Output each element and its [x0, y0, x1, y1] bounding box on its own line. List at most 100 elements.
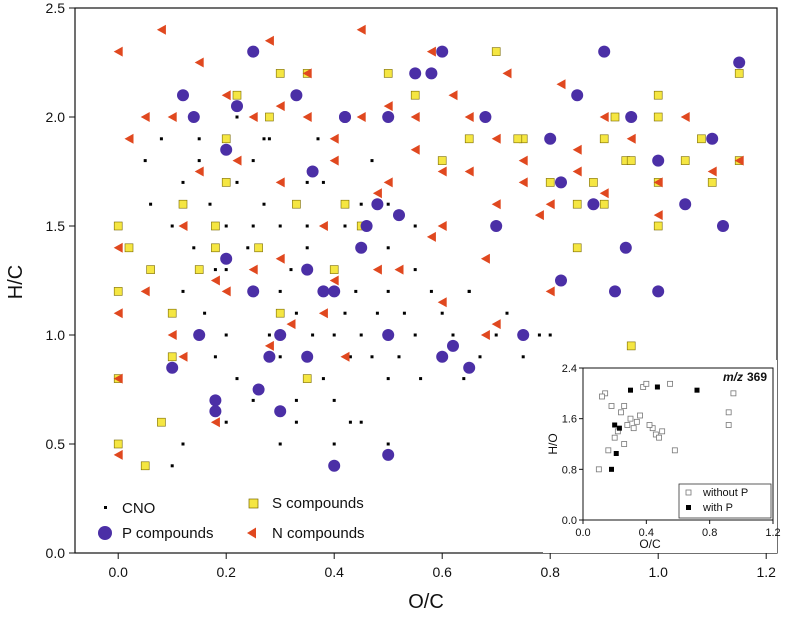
cno-point	[343, 224, 347, 228]
p-compound-point	[263, 350, 276, 363]
cno-point	[397, 355, 401, 359]
inset-with-p-point	[628, 387, 633, 393]
inset-without-p-point	[640, 384, 647, 390]
inset-without-p-point	[621, 441, 628, 447]
s-compound-point	[572, 243, 582, 253]
cno-point	[478, 355, 482, 359]
main-y-tick-label: 0.5	[46, 436, 66, 452]
n-compound-point	[653, 177, 663, 188]
cno-point	[462, 377, 466, 381]
main-x-tick-label: 1.2	[756, 564, 776, 580]
p-compound-point	[301, 263, 314, 276]
p-compound-point	[652, 285, 665, 298]
inset-without-p-point	[730, 390, 737, 397]
n-compound-point	[232, 155, 242, 166]
cno-point	[213, 355, 217, 359]
legend-label-s-compounds: S compounds	[272, 495, 364, 512]
n-compound-point	[275, 253, 285, 264]
cno-point	[440, 311, 444, 315]
cno-point	[429, 289, 433, 293]
n-compound-point	[545, 286, 555, 297]
cno-point	[305, 246, 309, 250]
inset-legend-label-without-p: without P	[702, 487, 748, 499]
inset-y-tick-label: 0.0	[562, 515, 577, 527]
inset-with-p-point	[613, 451, 619, 456]
inset-y-tick-label: 0.8	[562, 464, 577, 476]
p-compound-point	[301, 350, 314, 363]
n-compound-point	[410, 144, 420, 155]
s-compound-point	[113, 287, 123, 296]
inset-without-p-point	[621, 403, 628, 409]
n-compound-point	[653, 210, 663, 221]
n-compound-point	[599, 188, 609, 199]
p-compound-point	[490, 220, 503, 232]
cno-point	[413, 268, 417, 272]
p-compound-point	[328, 285, 341, 298]
inset-without-p-point	[618, 409, 624, 416]
s-compound-point	[194, 265, 204, 274]
cno-point	[359, 333, 363, 337]
cno-point	[386, 246, 390, 250]
cno-point	[143, 159, 147, 163]
inset-plot-marks	[595, 380, 737, 473]
main-axis-ticks: 0.0 0.2 0.4 0.6 0.8 1.0 1.2 0.0 0.5 1.0 1.5 2.0 2.5	[46, 0, 777, 580]
n-compound-point	[318, 308, 328, 319]
p-compound-point	[679, 198, 692, 211]
n-compound-point	[437, 297, 447, 308]
n-compound-point	[707, 166, 717, 177]
p-compound-point	[571, 89, 584, 102]
inset-with-p-point	[612, 422, 618, 428]
s-compound-point	[124, 243, 134, 253]
s-compound-point	[513, 134, 523, 144]
cno-point	[332, 333, 336, 337]
n-compound-point	[464, 166, 474, 177]
cno-point	[197, 159, 201, 163]
n-compound-point	[599, 112, 609, 122]
p-compound-point	[544, 132, 557, 145]
cno-point	[343, 311, 347, 315]
s-compound-point	[254, 243, 263, 253]
p-compound-point	[625, 111, 638, 123]
p-compound-point	[425, 67, 438, 80]
legend-swatch-s-compounds	[248, 498, 259, 509]
cno-point	[246, 246, 250, 250]
cno-point	[311, 333, 315, 337]
p-compound-point	[652, 154, 665, 167]
p-compound-point	[252, 383, 265, 396]
p-compound-point	[231, 100, 243, 113]
cno-point	[348, 420, 352, 424]
legend-label-cno: CNO	[122, 500, 155, 517]
cno-point	[181, 289, 185, 293]
n-compound-point	[491, 199, 501, 210]
n-compound-point	[437, 221, 447, 231]
cno-point	[386, 289, 390, 293]
n-compound-point	[340, 351, 350, 362]
n-compound-point	[480, 253, 490, 264]
n-compound-point	[124, 133, 134, 144]
cno-point	[521, 355, 525, 359]
s-compound-point	[329, 265, 339, 274]
s-compound-point	[410, 90, 420, 100]
s-compound-point	[275, 69, 285, 78]
n-compound-point	[248, 112, 258, 122]
cno-point	[235, 377, 239, 381]
inset-legend: without P with P	[678, 483, 772, 519]
n-compound-point	[178, 221, 188, 231]
cno-point	[370, 159, 374, 163]
n-compound-point	[437, 166, 447, 177]
inset-legend-box	[678, 483, 772, 519]
cno-point	[316, 137, 320, 141]
s-compound-point	[292, 199, 301, 209]
inset-without-p-point	[667, 380, 673, 387]
inset-with-p-point	[654, 384, 660, 390]
p-compound-point	[517, 329, 530, 341]
n-compound-point	[410, 112, 420, 122]
main-y-axis-label: H/C	[5, 265, 27, 299]
s-compound-point	[157, 417, 166, 427]
cno-point	[262, 202, 266, 206]
main-x-tick-label: 0.6	[432, 564, 452, 580]
s-compound-point	[572, 199, 582, 209]
inset-without-p-point	[605, 447, 612, 454]
cno-point	[505, 311, 509, 315]
inset-with-p-point	[694, 387, 700, 393]
